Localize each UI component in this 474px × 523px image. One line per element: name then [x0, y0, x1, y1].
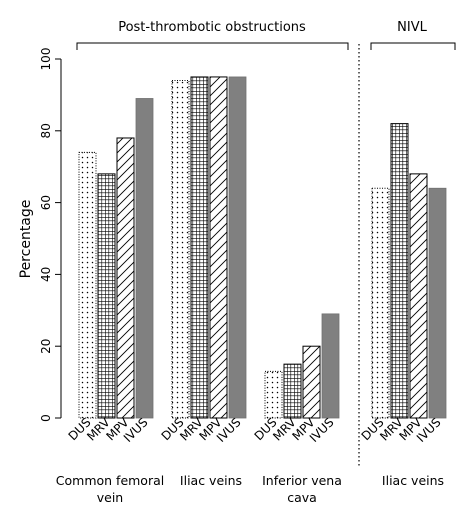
bar-ivus	[228, 76, 247, 419]
y-tick-label: 40	[39, 267, 53, 282]
y-tick-label: 80	[39, 123, 53, 138]
bar-dus	[78, 151, 97, 419]
group-header-post-thrombotic: Post-thrombotic obstructions	[76, 20, 349, 50]
category-labels: Common femoral vein Iliac veins Inferior ve…	[56, 473, 444, 505]
y-tick-label: 100	[39, 48, 53, 71]
category-label: Common femoral vein	[56, 473, 164, 505]
bracket-post-thrombotic	[76, 42, 349, 50]
header-post-thrombotic: Post-thrombotic obstructions	[118, 20, 306, 35]
category-label: Iliac veins	[382, 473, 444, 488]
group-header-nivl: NIVL	[370, 20, 456, 50]
bars	[78, 76, 447, 419]
bar-mpv	[409, 173, 428, 419]
category-label: Iliac veins	[180, 473, 242, 488]
bar-ivus	[135, 98, 154, 419]
y-tick-label: 20	[39, 339, 53, 354]
bar-mrv	[190, 76, 209, 419]
y-tick-label: 0	[39, 414, 53, 422]
bar-mpv	[209, 76, 228, 419]
bar-mrv	[283, 363, 302, 419]
bar-mrv	[97, 173, 116, 419]
bar-ivus	[321, 313, 340, 419]
bar-dus	[171, 80, 190, 419]
y-axis-label: Percentage	[18, 200, 34, 279]
header-nivl: NIVL	[397, 20, 427, 35]
bar-mrv	[390, 123, 409, 419]
bar-mpv	[116, 137, 135, 419]
bar-dus	[371, 187, 390, 419]
bar-ivus	[428, 187, 447, 419]
bar-mpv	[302, 345, 321, 419]
category-label: Inferior vena cava	[262, 473, 342, 505]
bar-dus	[264, 370, 283, 419]
bracket-nivl	[370, 42, 456, 50]
y-tick-label: 60	[39, 195, 53, 210]
y-axis: 0 20 40 60 80 100	[39, 48, 62, 422]
